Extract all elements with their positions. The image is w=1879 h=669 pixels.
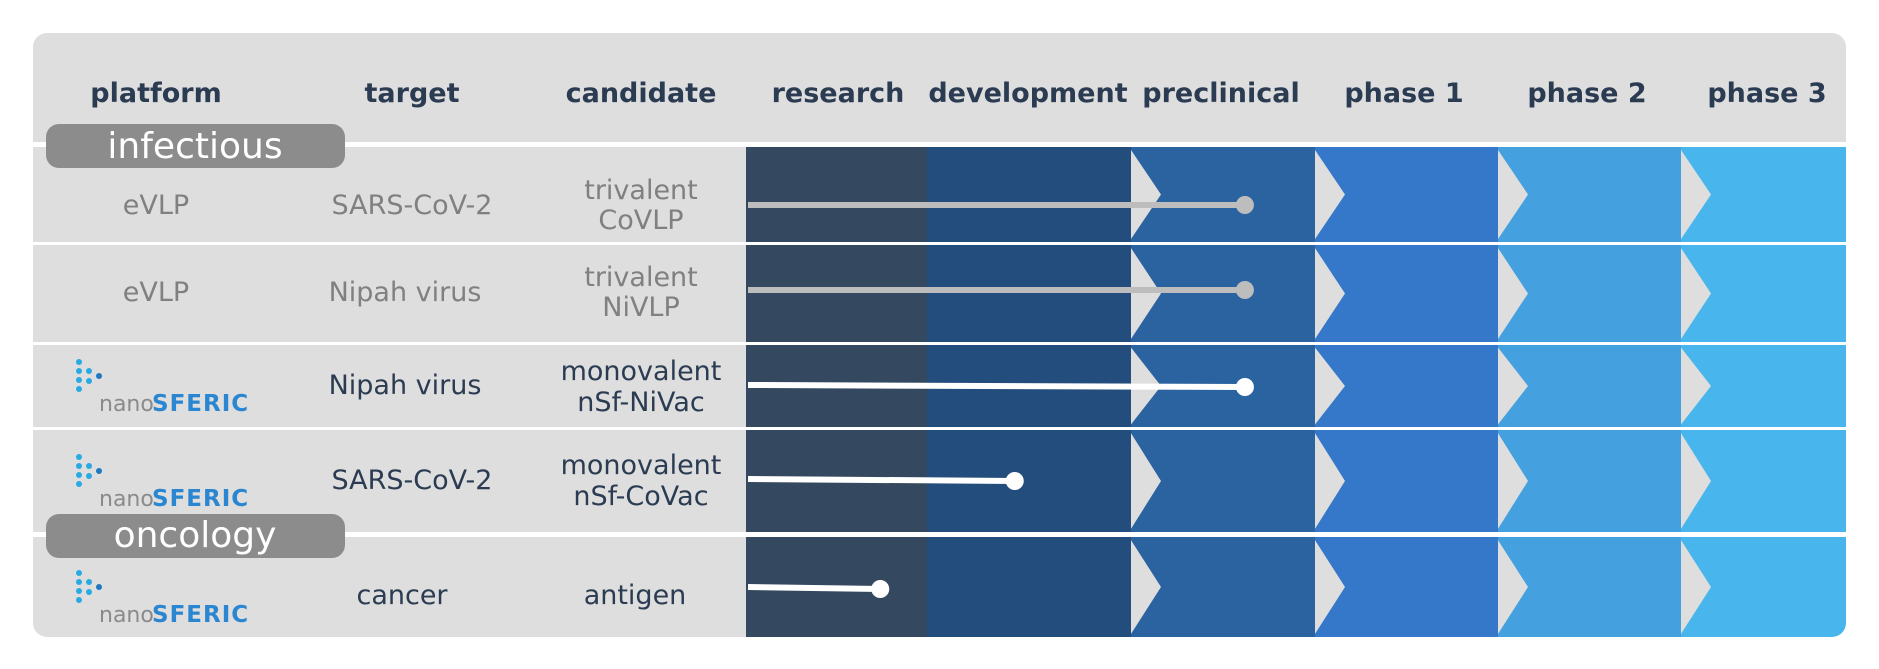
- stage-band-development: [925, 147, 1131, 637]
- progress-line-row-5: [747, 584, 881, 592]
- row-candidate-line1: monovalent: [561, 356, 722, 387]
- progress-endpoint-row-3: [1235, 378, 1254, 396]
- header-stage-research: research: [772, 78, 905, 109]
- header-stage-preclinical: preclinical: [1142, 78, 1299, 109]
- header-candidate: candidate: [566, 78, 717, 109]
- nanosferic-dots-icon: [76, 454, 102, 487]
- row-5: cancer antigen: [356, 580, 686, 611]
- category-label: infectious: [107, 126, 282, 167]
- row-target: Nipah virus: [329, 277, 482, 308]
- stage-band-phase-1: [1313, 147, 1498, 637]
- header-separator: [33, 142, 1846, 147]
- band-corner: [1832, 623, 1846, 637]
- stage-band-phase-3: [1679, 147, 1846, 637]
- nanosferic-logo: nano SFERIC: [76, 359, 249, 417]
- header-stage-phase3: phase 3: [1707, 78, 1826, 109]
- row-target: SARS-CoV-2: [332, 190, 493, 221]
- nanosferic-logo: nano SFERIC: [76, 570, 249, 628]
- category-separator: [33, 532, 1846, 537]
- logo-nano-text: nano: [99, 392, 154, 417]
- progress-endpoint-row-5: [871, 580, 890, 598]
- row-3: Nipah virus monovalent nSf-NiVac: [329, 356, 722, 418]
- header-platform: platform: [90, 78, 221, 109]
- category-oncology: oncology: [46, 514, 345, 558]
- category-pill: [46, 514, 345, 558]
- progress-bars: [747, 196, 1254, 598]
- logo-brand-text: SFERIC: [152, 602, 249, 628]
- category-pill: [46, 124, 345, 168]
- nanosferic-logo: nano SFERIC: [76, 454, 249, 512]
- row-candidate-line1: monovalent: [561, 450, 722, 481]
- row-target: Nipah virus: [329, 370, 482, 401]
- row-separators: [33, 142, 1846, 537]
- category-infectious: infectious: [46, 124, 345, 168]
- logo-brand-text: SFERIC: [152, 391, 249, 417]
- nanosferic-dots-icon: [76, 570, 102, 603]
- header-stage-phase1: phase 1: [1344, 78, 1463, 109]
- row-2: eVLP Nipah virus trivalent NiVLP: [123, 262, 698, 323]
- progress-endpoint-row-2: [1235, 281, 1254, 299]
- progress-endpoint-row-4: [1005, 472, 1024, 490]
- progress-line-row-3: [747, 382, 1245, 390]
- stage-bands: [746, 147, 1846, 637]
- row-candidate-line2: NiVLP: [602, 292, 680, 323]
- row-separator: [33, 342, 1846, 345]
- progress-line-row-4: [747, 476, 1015, 484]
- column-headers: platform target candidate research devel…: [90, 78, 1826, 109]
- logo-brand-text: SFERIC: [152, 486, 249, 512]
- row-platform: eVLP: [123, 190, 189, 221]
- progress-endpoint-row-1: [1235, 196, 1254, 214]
- logo-nano-text: nano: [99, 603, 154, 628]
- header-stage-phase2: phase 2: [1527, 78, 1646, 109]
- row-candidate-line2: nSf-CoVac: [573, 481, 708, 512]
- row-1: eVLP SARS-CoV-2 trivalent CoVLP: [123, 175, 698, 236]
- row-separator: [33, 242, 1846, 245]
- logo-nano-text: nano: [99, 487, 154, 512]
- row-4: SARS-CoV-2 monovalent nSf-CoVac: [332, 450, 722, 512]
- row-target: SARS-CoV-2: [332, 465, 493, 496]
- nanosferic-dots-icon: [76, 359, 102, 392]
- stage-band-phase-2: [1496, 147, 1681, 637]
- stage-band-research: [746, 147, 927, 637]
- row-candidate-line1: antigen: [584, 580, 687, 611]
- row-candidate-line2: nSf-NiVac: [577, 387, 705, 418]
- header-stage-development: development: [928, 78, 1127, 109]
- row-platform: eVLP: [123, 277, 189, 308]
- row-candidate-line1: trivalent: [584, 175, 698, 206]
- row-candidate-line1: trivalent: [584, 262, 698, 293]
- row-target: cancer: [356, 580, 448, 611]
- header-target: target: [365, 78, 460, 109]
- row-candidate-line2: CoVLP: [598, 205, 683, 236]
- category-label: oncology: [114, 515, 277, 556]
- row-separator: [33, 427, 1846, 430]
- stage-band-preclinical: [1129, 147, 1315, 637]
